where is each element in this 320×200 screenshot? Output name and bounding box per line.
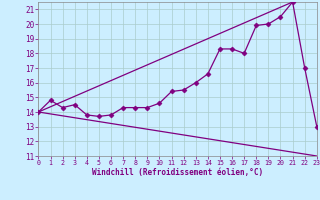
X-axis label: Windchill (Refroidissement éolien,°C): Windchill (Refroidissement éolien,°C): [92, 168, 263, 177]
